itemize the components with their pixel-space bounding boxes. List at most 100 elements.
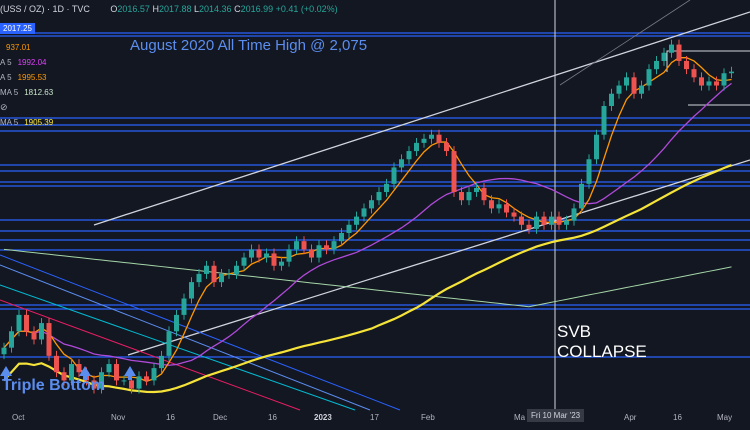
- open-value: 2016.57: [117, 4, 150, 14]
- candle-body: [729, 71, 734, 74]
- ma-mid-line: [3, 82, 732, 366]
- candle-body: [346, 224, 352, 233]
- candle-body: [691, 69, 697, 78]
- candle-body: [586, 159, 592, 184]
- candle-body: [466, 192, 472, 201]
- indicator-value: 1992.04: [17, 58, 47, 67]
- candle-body: [114, 364, 119, 381]
- candle-body: [496, 204, 502, 209]
- candle-body: [106, 364, 112, 373]
- x-tick: Dec: [213, 413, 228, 422]
- indicator-row[interactable]: 937.01: [0, 40, 53, 55]
- candle-body: [241, 257, 247, 266]
- candle-body: [511, 212, 517, 217]
- eye-hidden-icon[interactable]: ⊘: [0, 102, 8, 112]
- candle-body: [271, 253, 277, 266]
- candle-body: [601, 106, 607, 135]
- candle-body: [556, 216, 562, 225]
- indicator-row[interactable]: MA 5 1812.63: [0, 88, 54, 97]
- candle-body: [384, 183, 389, 193]
- candle-body: [669, 44, 674, 53]
- candle-body: [249, 249, 254, 258]
- candle-body: [354, 216, 359, 225]
- candle-body: [99, 372, 104, 389]
- x-tick: Oct: [12, 413, 25, 422]
- candle-body: [129, 380, 134, 389]
- indicator-legend: 937.01 A 5 1992.04 A 5 1995.53 MA 5 1812.63…: [0, 40, 53, 130]
- lower-trendline: [127, 159, 750, 356]
- candle-body: [309, 249, 314, 258]
- candle-body: [609, 93, 614, 107]
- fan-line-blue: [0, 254, 401, 411]
- upper-trendline: [93, 11, 750, 226]
- candle-body: [234, 265, 239, 274]
- candle-body: [196, 273, 202, 283]
- candle-body: [459, 192, 464, 201]
- candle-body: [181, 298, 187, 315]
- candle-body: [684, 60, 689, 70]
- up-arrow-icon: [79, 366, 91, 380]
- symbol-label: (USS / OZ) · 1D · TVC: [0, 4, 90, 14]
- candle-body: [444, 142, 449, 152]
- candle-body: [654, 60, 659, 70]
- candle-body: [136, 376, 142, 389]
- candle-body: [421, 138, 427, 143]
- candle-body: [24, 314, 29, 332]
- x-tick: 16: [166, 413, 175, 422]
- projection-line: [559, 0, 691, 86]
- close-value: 2016.99: [240, 4, 274, 14]
- candle-body: [624, 77, 629, 86]
- crosshair-date-label: Fri 10 Mar '23: [527, 409, 585, 422]
- candle-body: [361, 208, 367, 217]
- candle-body: [151, 368, 157, 381]
- candle-body: [144, 376, 149, 381]
- indicator-row[interactable]: A 5 1992.04: [0, 58, 47, 67]
- candle-body: [204, 265, 209, 274]
- candle-body: [9, 331, 14, 348]
- candle-body: [91, 380, 97, 389]
- candle-body: [166, 331, 172, 356]
- candle-body: [189, 282, 194, 299]
- candle-body: [324, 245, 329, 250]
- candle-body: [519, 216, 524, 225]
- candle-body: [264, 253, 269, 258]
- indicator-row[interactable]: A 5 1995.53: [0, 73, 47, 82]
- x-tick: May: [717, 413, 733, 422]
- candle-body: [436, 134, 442, 143]
- ath-annotation: August 2020 All Time High @ 2,075: [130, 37, 368, 54]
- low-value: 2014.36: [199, 4, 232, 14]
- candle-body: [714, 81, 719, 86]
- candle-body: [301, 241, 307, 250]
- candle-body: [616, 85, 622, 94]
- candle-body: [219, 273, 224, 283]
- candle-body: [699, 77, 704, 86]
- candle-body: [549, 216, 554, 225]
- up-arrow-icon: [124, 366, 136, 380]
- candle-body: [579, 183, 584, 209]
- candle-body: [661, 52, 667, 61]
- x-tick: Feb: [421, 413, 435, 422]
- candle-body: [316, 245, 322, 258]
- resistance-bracket: [666, 50, 750, 72]
- candle-body: [526, 224, 532, 229]
- x-tick: 16: [268, 413, 277, 422]
- indicator-value: 1905.39: [24, 118, 54, 127]
- svb-annotation: SVB COLLAPSE: [557, 322, 647, 361]
- x-axis[interactable]: Oct Nov 16 Dec 16 2023 17 Feb Ma Apr 16 …: [0, 413, 750, 430]
- candle-body: [256, 249, 262, 258]
- indicator-row[interactable]: ⊘: [0, 100, 53, 115]
- candle-body: [676, 44, 682, 61]
- candle-body: [159, 355, 164, 369]
- candle-body: [294, 241, 299, 250]
- candle-body: [489, 200, 494, 209]
- candle-body: [474, 187, 479, 193]
- candle-body: [226, 273, 232, 275]
- candle-body: [339, 232, 344, 242]
- candle-body: [121, 380, 127, 382]
- candle-body: [76, 364, 82, 373]
- ma-fast-line: [3, 57, 732, 382]
- candle-body: [1, 347, 7, 355]
- indicator-row[interactable]: MA 5 1905.39: [0, 118, 54, 127]
- indicator-value: 1995.53: [17, 73, 47, 82]
